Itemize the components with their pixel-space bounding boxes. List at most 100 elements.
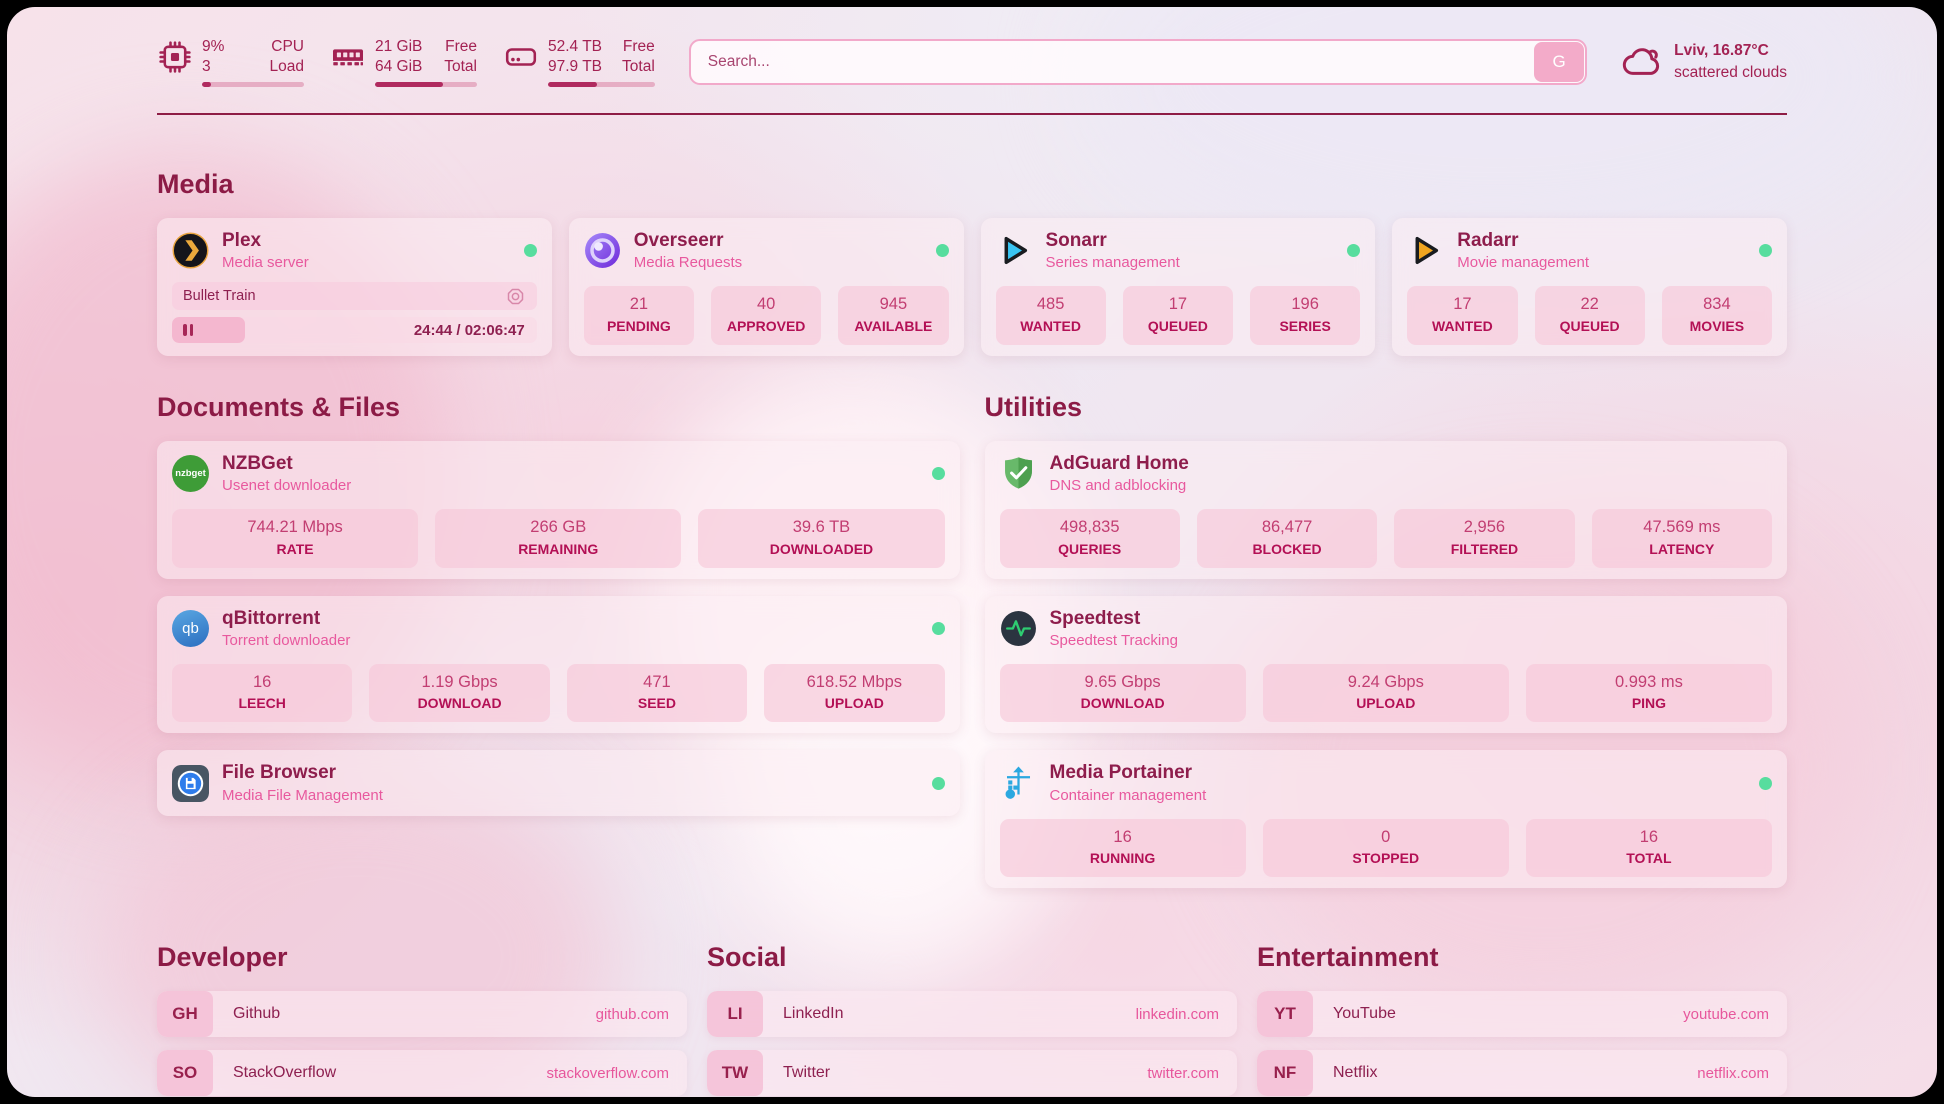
bookmark-name: Github (233, 1005, 281, 1023)
portainer-card[interactable]: Media Portainer Container management 16 … (984, 750, 1787, 889)
bookmark-twitter[interactable]: TW Twitter twitter.com (707, 1050, 1237, 1097)
bookmark-url: youtube.com (1683, 1005, 1769, 1023)
bookmark-name: Netflix (1333, 1064, 1378, 1082)
system-monitors: 9% 3 CPU Load (157, 37, 655, 87)
utilities-heading: Utilities (984, 391, 1083, 422)
stat-label: MOVIES (1689, 317, 1745, 334)
search-engine-button[interactable]: G (1534, 41, 1585, 82)
section-utilities: Utilities AdGuard Home (984, 391, 1787, 889)
bookmark-netflix[interactable]: NF Netflix netflix.com (1257, 1050, 1787, 1097)
filebrowser-icon (172, 764, 209, 802)
speedtest-card[interactable]: Speedtest Speedtest Tracking 9.65 Gbps D… (984, 595, 1787, 734)
bookmark-name: YouTube (1333, 1005, 1396, 1023)
cloud-icon (1621, 41, 1663, 83)
social-heading: Social (707, 942, 787, 973)
overseerr-card[interactable]: Overseerr Media Requests 21 PENDING 40 A… (568, 217, 964, 356)
stat-value: 9.65 Gbps (1084, 673, 1161, 691)
app-title: Plex (222, 229, 262, 251)
stat-value: 22 (1580, 295, 1599, 314)
status-dot (1759, 244, 1772, 258)
portainer-icon (1000, 765, 1037, 802)
stats-row: 9.65 Gbps DOWNLOAD 9.24 Gbps UPLOAD 0.99… (999, 650, 1773, 723)
stat-latency: 47.569 ms LATENCY (1591, 509, 1772, 568)
adguard-icon (1000, 455, 1037, 492)
app-title: Overseerr (633, 229, 724, 251)
app-subtitle: Series management (1045, 254, 1180, 272)
stats-row: 17 WANTED 22 QUEUED 834 MOVIES (1407, 272, 1772, 345)
stat-value: 485 (1036, 295, 1065, 314)
pause-icon[interactable] (183, 324, 193, 337)
stat-label: TOTAL (1626, 850, 1672, 867)
overseerr-icon (584, 232, 621, 269)
app-subtitle: Movie management (1457, 254, 1589, 272)
stat-value: 471 (643, 673, 671, 691)
plex-icon (172, 232, 209, 269)
bookmark-tag: TW (707, 1050, 763, 1097)
header-divider (157, 112, 1787, 115)
bookmark-tag: YT (1257, 991, 1313, 1038)
stat-label: LEECH (238, 695, 286, 712)
radarr-card[interactable]: Radarr Movie management 17 WANTED 22 QUE… (1392, 217, 1787, 356)
qbittorrent-card[interactable]: qb qBittorrent Torrent downloader 16 LEE… (157, 595, 960, 734)
filebrowser-card[interactable]: File Browser Media File Management (157, 750, 960, 816)
plex-card[interactable]: Plex Media server Bullet Train (157, 217, 552, 356)
app-subtitle: Usenet downloader (222, 477, 352, 495)
bookmark-github[interactable]: GH Github github.com (157, 991, 687, 1038)
developer-heading: Developer (157, 942, 288, 973)
app-title: qBittorrent (222, 607, 321, 629)
app-subtitle: Media server (222, 254, 309, 272)
cpu-load-value: 3 (202, 58, 211, 76)
stat-blocked: 86,477 BLOCKED (1196, 509, 1378, 568)
bookmark-name: StackOverflow (233, 1064, 337, 1082)
cpu-icon (157, 39, 193, 75)
stat-value: 16 (1113, 827, 1132, 846)
bookmark-linkedin[interactable]: LI LinkedIn linkedin.com (707, 991, 1237, 1038)
weather-condition: scattered clouds (1674, 63, 1787, 81)
memory-free-label: Free (445, 38, 477, 55)
app-subtitle: Speedtest Tracking (1049, 631, 1178, 649)
stat-ping: 0.993 ms PING (1525, 664, 1773, 723)
stat-label: FILTERED (1450, 540, 1519, 557)
stat-download: 1.19 Gbps DOWNLOAD (369, 664, 550, 723)
stat-filtered: 2,956 FILTERED (1394, 509, 1575, 568)
stat-label: SERIES (1279, 317, 1331, 334)
stat-value: 0.993 ms (1614, 673, 1683, 691)
stat-wanted: 485 WANTED (995, 286, 1106, 345)
bookmark-url: netflix.com (1697, 1064, 1769, 1082)
memory-icon (330, 39, 366, 75)
disk-free-label: Free (622, 38, 655, 55)
stat-label: SEED (637, 695, 676, 712)
stat-seed: 471 SEED (566, 664, 748, 723)
cpu-progress-bar (202, 81, 304, 87)
weather-widget[interactable]: Lviv, 16.87°C scattered clouds (1621, 40, 1787, 83)
status-dot (1759, 776, 1772, 790)
stat-label: WANTED (1020, 317, 1081, 334)
bookmark-tag: LI (707, 991, 763, 1038)
sonarr-icon (996, 232, 1033, 269)
now-playing-row[interactable]: Bullet Train (172, 282, 537, 311)
sonarr-card[interactable]: Sonarr Series management 485 WANTED 17 Q… (980, 217, 1376, 356)
bookmark-url: stackoverflow.com (546, 1064, 669, 1082)
stat-label: DOWNLOAD (417, 695, 502, 712)
section-entertainment: Entertainment YT YouTube youtube.com NF … (1257, 942, 1787, 1097)
session-icon[interactable] (505, 286, 526, 307)
cpu-monitor: 9% 3 CPU Load (157, 37, 304, 87)
dashboard-root: 9% 3 CPU Load (7, 7, 1937, 1097)
adguard-card[interactable]: AdGuard Home DNS and adblocking 498,835 … (984, 440, 1787, 579)
memory-monitor: 21 GiB 64 GiB Free Total (330, 37, 477, 87)
stat-value: 0 (1381, 827, 1391, 846)
disk-monitor: 52.4 TB 97.9 TB Free Total (503, 37, 655, 87)
stat-value: 196 (1291, 295, 1319, 314)
bookmark-stackoverflow[interactable]: SO StackOverflow stackoverflow.com (157, 1050, 687, 1097)
stats-row: 485 WANTED 17 QUEUED 196 SERIES (995, 272, 1361, 345)
stat-upload: 9.24 Gbps UPLOAD (1262, 664, 1509, 723)
stat-label: PING (1631, 695, 1667, 712)
section-media: Media Plex Media server (157, 169, 1787, 356)
bookmark-youtube[interactable]: YT YouTube youtube.com (1257, 991, 1787, 1038)
stats-row: 16 LEECH 1.19 Gbps DOWNLOAD 471 SEED 618… (172, 650, 945, 723)
stat-value: 834 (1703, 295, 1731, 314)
stat-rate: 744.21 Mbps RATE (172, 509, 419, 568)
search-input[interactable] (688, 38, 1588, 85)
nzbget-card[interactable]: nzbget NZBGet Usenet downloader 744.21 M… (157, 440, 960, 579)
entertainment-heading: Entertainment (1257, 942, 1439, 973)
